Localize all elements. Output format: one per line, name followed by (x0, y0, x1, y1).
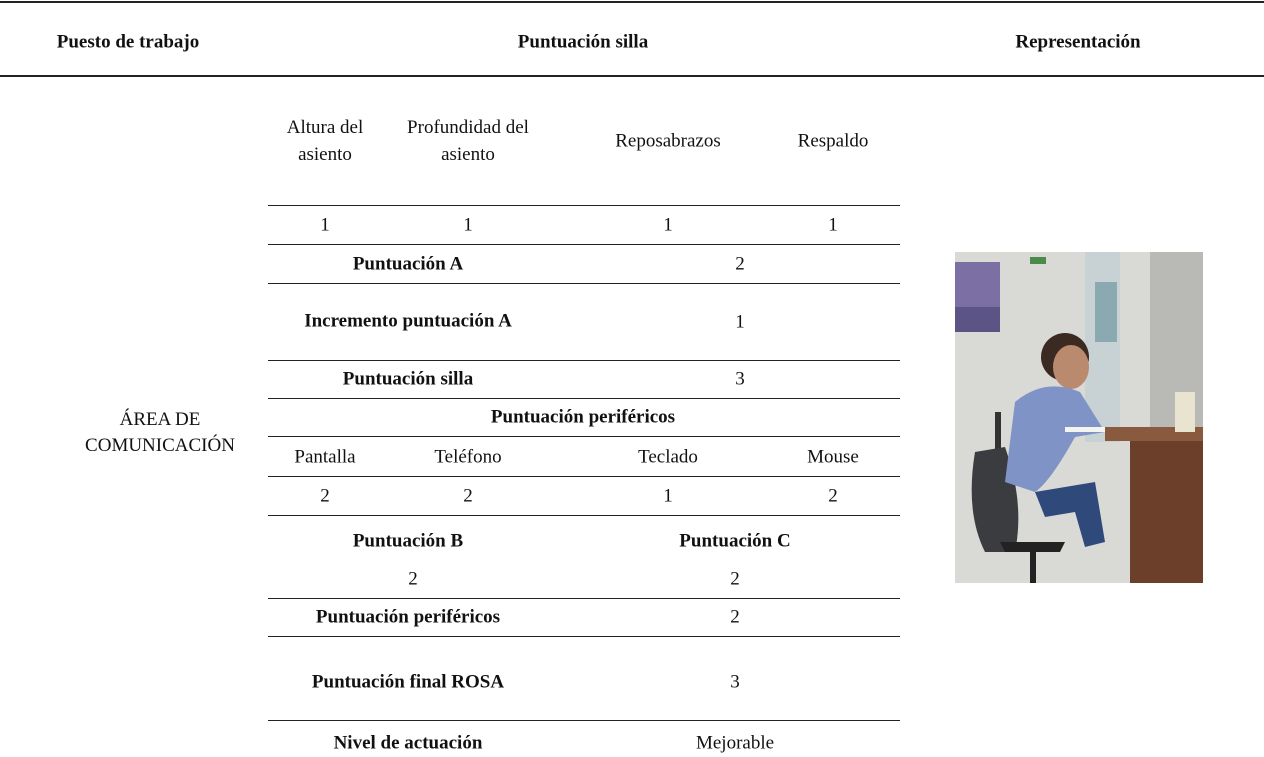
label: Nivel de actuación (333, 732, 483, 754)
header-cell: Puntuación silla (517, 31, 649, 53)
column-header: Teclado (638, 446, 698, 468)
workstation: ÁREA DE COMUNICACIÓN (85, 409, 235, 456)
rule (268, 476, 900, 477)
label: Puntuación periféricos (490, 406, 676, 428)
cell: 2 (735, 253, 745, 275)
column-header: Profundidad del asiento (407, 117, 529, 165)
cell: 3 (735, 368, 745, 390)
rule (268, 598, 900, 599)
rule (268, 720, 900, 721)
column-header: Reposabrazos (615, 130, 721, 152)
label: Incremento puntuación A (304, 310, 512, 332)
rule (268, 205, 900, 206)
column-header: Mouse (807, 446, 859, 468)
cell: 2 (463, 485, 473, 507)
cell: 2 (828, 485, 838, 507)
label: Puntuación silla (342, 368, 474, 390)
rule (0, 75, 1264, 77)
rule (268, 244, 900, 245)
column-header: Respaldo (797, 130, 869, 152)
rule (268, 515, 900, 516)
label: Puntuación A (352, 253, 464, 275)
header-cell: Puesto de trabajo (56, 31, 200, 53)
cell: 2 (730, 568, 740, 590)
cell: Mejorable (695, 732, 775, 754)
rule (268, 283, 900, 284)
cell: 3 (730, 671, 740, 693)
cell: 1 (663, 485, 673, 507)
cell: 2 (408, 568, 418, 590)
cell: 1 (828, 214, 838, 236)
cell: 1 (463, 214, 473, 236)
cell: 1 (735, 311, 745, 333)
photo (955, 252, 1203, 583)
header-cell: Representación (1015, 31, 1141, 53)
label: Puntuación C (679, 530, 791, 552)
label: Puntuación B (352, 530, 464, 552)
rule (268, 436, 900, 437)
column-header: Altura del asiento (286, 117, 364, 165)
cell: 2 (320, 485, 330, 507)
rule (268, 398, 900, 399)
rule (268, 360, 900, 361)
label: Puntuación final ROSA (311, 671, 505, 693)
cell: 1 (320, 214, 330, 236)
label: Puntuación periféricos (315, 606, 501, 628)
cell: 2 (730, 606, 740, 628)
rule (0, 1, 1264, 3)
column-header: Pantalla (294, 446, 356, 468)
rule (268, 636, 900, 637)
cell: 1 (663, 214, 673, 236)
column-header: Teléfono (434, 446, 502, 468)
